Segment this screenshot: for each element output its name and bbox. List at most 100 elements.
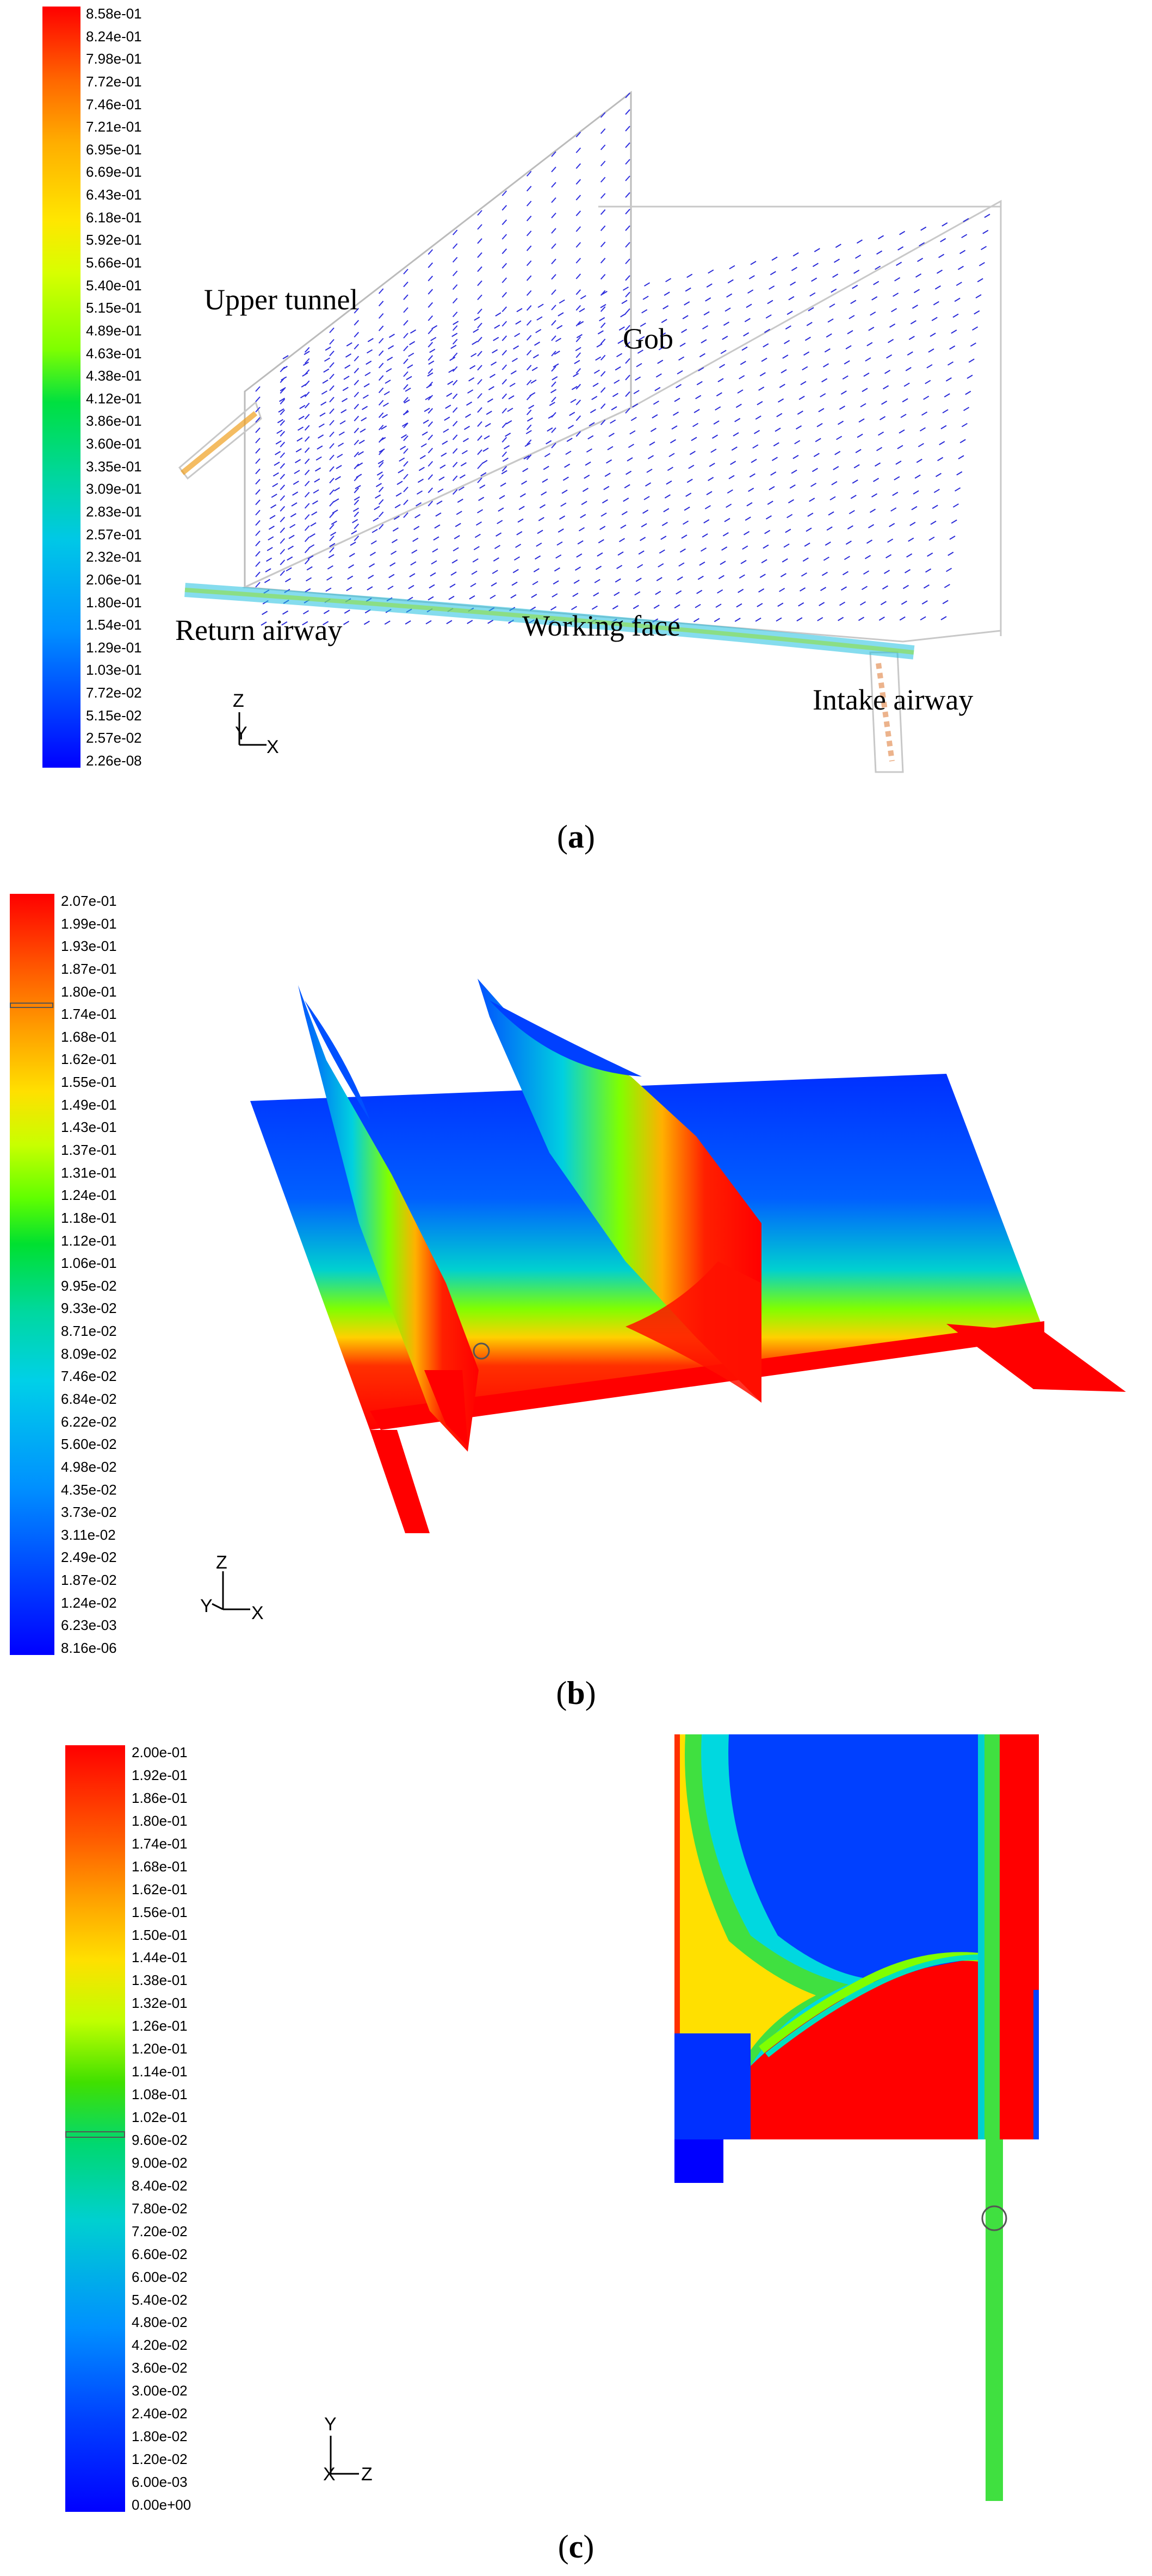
velocity-vector — [550, 606, 557, 611]
velocity-vector — [332, 509, 338, 514]
velocity-vector — [295, 448, 302, 453]
velocity-vector — [280, 387, 286, 391]
velocity-vector — [566, 438, 573, 442]
legend-a-tick-label: 6.95e-01 — [86, 141, 142, 158]
velocity-vector — [726, 503, 732, 508]
velocity-vector — [572, 593, 579, 598]
velocity-vector — [664, 291, 670, 296]
velocity-vector — [331, 520, 337, 525]
velocity-vector — [554, 350, 560, 355]
velocity-vector — [610, 419, 616, 424]
velocity-vector — [315, 467, 321, 472]
upper-tunnel-flow — [180, 411, 258, 475]
velocity-vector — [354, 320, 360, 326]
velocity-vector — [403, 281, 408, 288]
velocity-vector — [708, 477, 714, 481]
velocity-vector — [780, 573, 786, 577]
velocity-vector — [270, 504, 277, 509]
velocity-vector — [727, 489, 733, 494]
velocity-vector — [417, 478, 424, 483]
velocity-vector — [938, 253, 945, 258]
velocity-vector — [862, 388, 868, 393]
legend-b-tick-label: 1.24e-01 — [61, 1187, 117, 1204]
velocity-vector — [409, 341, 416, 346]
velocity-vector — [982, 229, 989, 234]
velocity-vector — [445, 405, 451, 409]
velocity-vectors-a — [255, 92, 990, 626]
velocity-vector — [940, 238, 946, 242]
velocity-vector — [641, 523, 647, 528]
velocity-vector — [428, 328, 433, 334]
velocity-vector — [575, 273, 581, 279]
velocity-vector — [868, 327, 875, 331]
velocity-vector — [281, 621, 288, 626]
velocity-vector — [501, 466, 507, 472]
velocity-vector — [807, 512, 814, 517]
velocity-vector — [578, 527, 585, 532]
velocity-vector — [322, 379, 329, 384]
contour-2d-c: Y X Z — [323, 1734, 1039, 2501]
velocity-vector — [724, 518, 730, 522]
velocity-vector — [782, 558, 788, 563]
velocity-vector — [340, 409, 347, 414]
velocity-vector — [356, 474, 362, 478]
legend-a-tick-label: 5.92e-01 — [86, 232, 142, 248]
velocity-vector — [883, 385, 889, 390]
velocity-vector — [403, 307, 408, 313]
velocity-vector — [463, 426, 470, 430]
velocity-vector — [868, 524, 875, 528]
velocity-vector — [302, 362, 309, 366]
velocity-vector — [786, 514, 793, 519]
velocity-vector — [280, 431, 286, 437]
velocity-vector — [644, 282, 651, 287]
velocity-vector — [829, 303, 835, 308]
velocity-vector — [381, 425, 387, 430]
velocity-vector — [371, 528, 378, 533]
velocity-vector — [401, 434, 407, 439]
velocity-vector — [666, 480, 672, 485]
velocity-vector — [884, 370, 891, 374]
legend-b-tick-label: 7.46e-02 — [61, 1368, 117, 1385]
velocity-vector — [952, 503, 959, 508]
velocity-vector — [612, 605, 618, 609]
velocity-vector — [452, 393, 458, 400]
velocity-vector — [511, 358, 518, 362]
velocity-vector — [963, 218, 969, 222]
velocity-vector — [403, 345, 408, 352]
velocity-vector — [970, 342, 976, 347]
velocity-vector — [913, 289, 920, 294]
velocity-vector — [394, 504, 401, 508]
velocity-vector — [662, 305, 669, 310]
velocity-vector — [860, 403, 866, 408]
velocity-vector — [912, 304, 918, 309]
velocity-vector — [360, 428, 366, 433]
velocity-vector — [428, 474, 433, 480]
legend-c-tick-label: 1.38e-01 — [132, 1972, 188, 1989]
velocity-vector — [779, 383, 785, 388]
velocity-vector — [524, 443, 531, 447]
velocity-vector — [776, 413, 783, 418]
velocity-vector — [255, 551, 261, 557]
velocity-vector — [570, 399, 577, 403]
velocity-vector — [452, 407, 458, 413]
velocity-vector — [412, 537, 419, 542]
velocity-vector — [288, 534, 295, 539]
velocity-vector — [501, 470, 507, 475]
velocity-vector — [720, 561, 726, 565]
velocity-vector — [511, 581, 518, 586]
velocity-vector — [620, 313, 627, 318]
velocity-vector — [858, 418, 865, 423]
velocity-vector — [474, 533, 481, 538]
velocity-vector — [268, 536, 274, 541]
legend-c-tick-label: 1.62e-01 — [132, 1881, 188, 1897]
velocity-vector — [575, 384, 581, 390]
legend-a-tick-label: 5.15e-01 — [86, 300, 142, 316]
legend-a-tick-label: 7.21e-01 — [86, 119, 142, 135]
velocity-vector — [720, 350, 727, 354]
velocity-vector — [591, 396, 598, 400]
velocity-vector — [408, 352, 414, 357]
velocity-vector — [526, 245, 532, 251]
velocity-vector — [496, 532, 502, 537]
velocity-vector — [679, 343, 686, 347]
velocity-vector — [738, 589, 744, 593]
